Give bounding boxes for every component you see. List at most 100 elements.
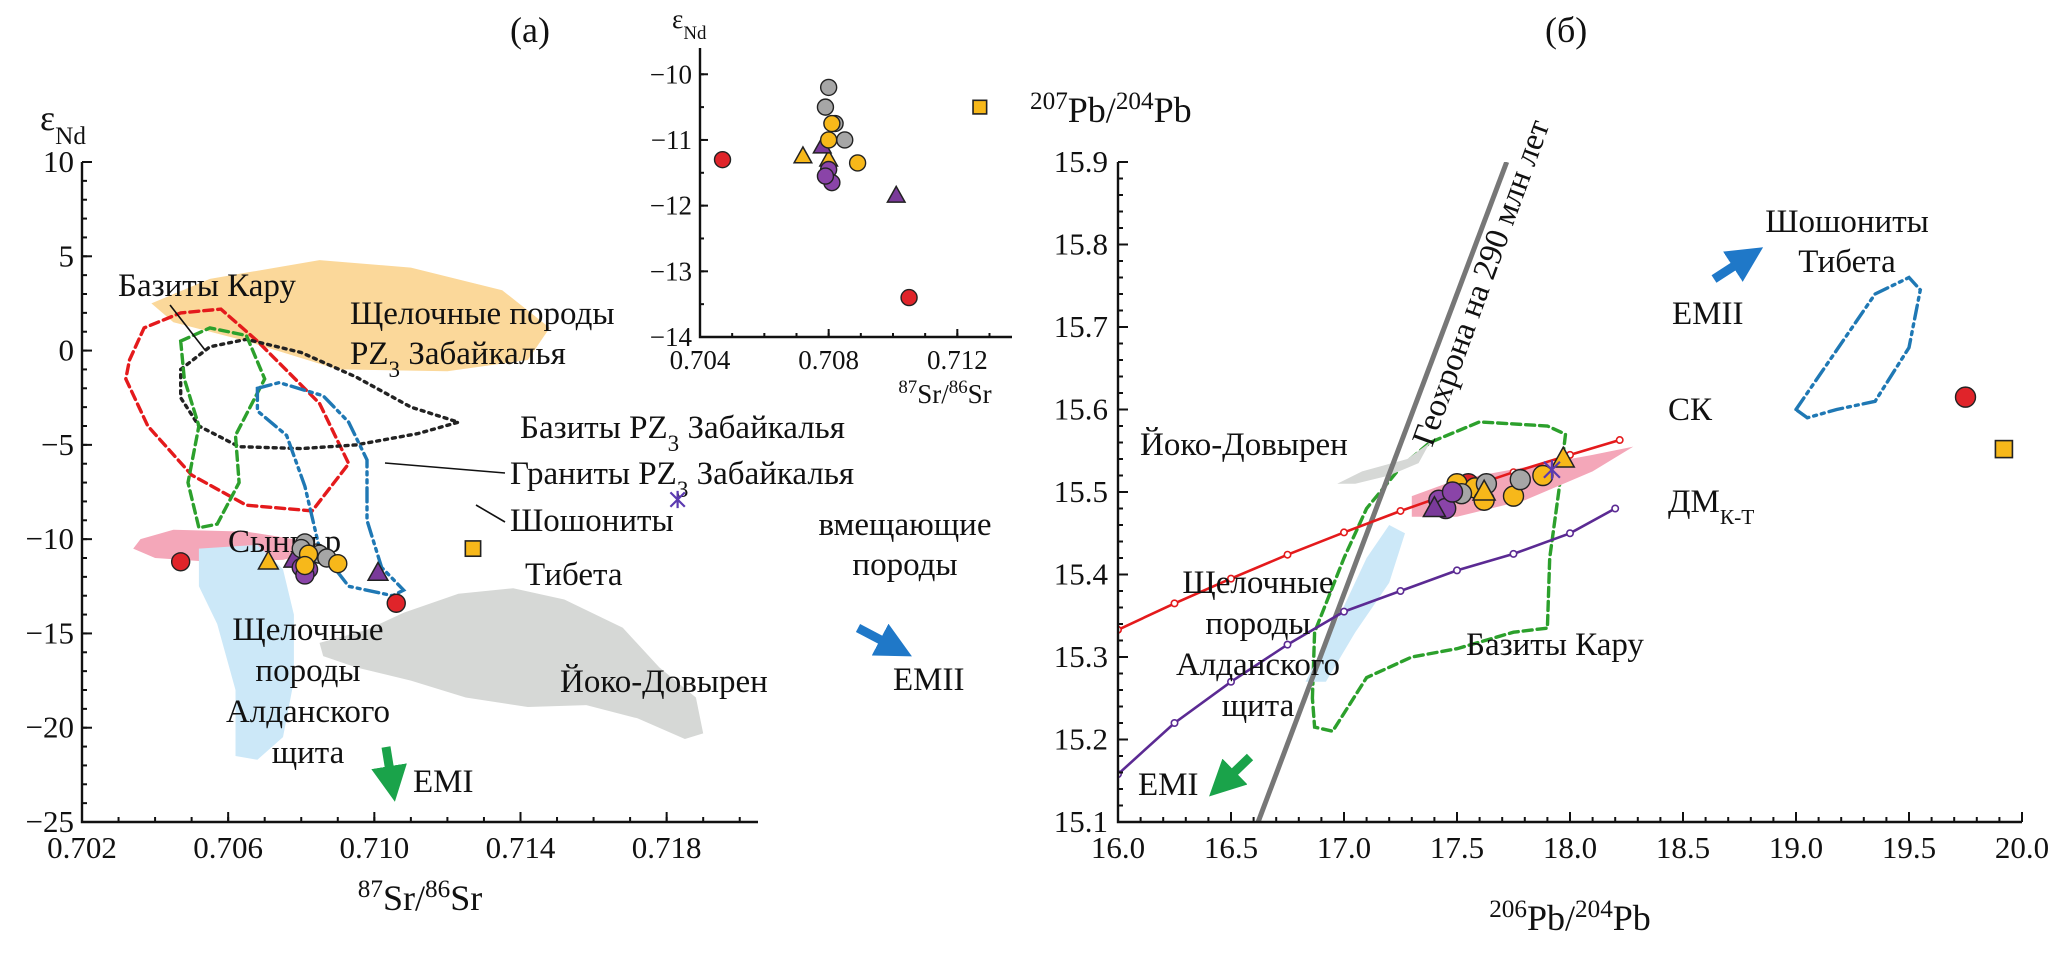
label-basites-pz3-part: 3 bbox=[668, 430, 680, 456]
panel-a-field-0 bbox=[151, 260, 550, 372]
panel-a-ylabel-part: ε bbox=[40, 98, 55, 138]
panel-b-ytick-label: 15.3 bbox=[1054, 639, 1108, 674]
curve-0-node bbox=[1340, 528, 1349, 537]
leader-karoo bbox=[169, 304, 206, 351]
arrow-emii-b bbox=[1711, 247, 1764, 283]
panel-b-field-0 bbox=[1310, 420, 1568, 734]
panel-a-xlabel-part: Sr bbox=[450, 878, 482, 918]
panel-b-xtick-label: 19.0 bbox=[1769, 830, 1823, 865]
label-aldan-a-line-1: породы bbox=[255, 653, 360, 689]
panel-a-xlabel: 87Sr/86Sr bbox=[358, 876, 482, 919]
label-host-rocks-line-0: вмещающие bbox=[819, 507, 992, 543]
label-basites-pz3-part: Забайкалья bbox=[679, 410, 845, 446]
panel-b-xtick-label: 16.5 bbox=[1204, 830, 1258, 865]
leader-granites bbox=[384, 462, 506, 474]
panel-a-point-star-17 bbox=[669, 490, 686, 509]
label-aldan-b-line-1: породы bbox=[1205, 606, 1310, 642]
inset-ytick-label: −11 bbox=[651, 125, 692, 155]
inset-xlabel-part: Sr bbox=[968, 379, 992, 409]
inset-point-grey-9 bbox=[819, 78, 838, 97]
panel-a-field-3 bbox=[178, 326, 267, 530]
panel-b-xtick-label: 18.5 bbox=[1656, 830, 1710, 865]
label-emii-a: EMII bbox=[893, 662, 964, 698]
inset-xtick-label: 0.708 bbox=[798, 345, 859, 375]
inset-point-grey-10 bbox=[816, 98, 835, 116]
panel-a-field-4 bbox=[255, 380, 407, 598]
geochron-line bbox=[1255, 162, 1510, 822]
panel-b-point-purple-13 bbox=[1441, 481, 1464, 503]
curve-1-node bbox=[1566, 529, 1575, 538]
label-shoshonites-a-1: Шошониты bbox=[510, 503, 674, 539]
panel-b-xtick-label: 16.0 bbox=[1091, 830, 1145, 865]
label-dm-sub: К-Т bbox=[1720, 505, 1755, 529]
inset-ytick-label: −14 bbox=[650, 322, 693, 352]
label-emi-b: EMI bbox=[1138, 767, 1199, 803]
curve-1-node bbox=[1611, 504, 1620, 513]
arrow-emi-a bbox=[371, 746, 407, 802]
panel-a-xtick-label: 0.714 bbox=[486, 830, 556, 865]
label-aldan-a-line-3: щита bbox=[272, 735, 345, 771]
inset-point-yellow-14 bbox=[819, 131, 838, 149]
inset-xtick-label: 0.704 bbox=[670, 345, 731, 375]
panel-b-ylabel-part: 207 bbox=[1030, 88, 1068, 115]
label-granites-pz3-part: Граниты PZ bbox=[510, 456, 677, 492]
label-karoo-b: Базиты Кару bbox=[1466, 627, 1644, 663]
label-aldan-a-line-2: Алданского bbox=[226, 694, 390, 730]
label-alkaline-pz3-line2-part: 3 bbox=[389, 356, 401, 382]
panel-b-ytick-label: 15.7 bbox=[1054, 309, 1108, 344]
label-dm: ДМК-Т bbox=[1668, 484, 1754, 529]
label-geochron: Геохрона на 290 млн лет bbox=[1406, 115, 1558, 451]
panel-b-xlabel: 206Pb/204Pb bbox=[1489, 896, 1651, 939]
panel-a-ytick-label: −20 bbox=[26, 710, 74, 745]
panel-b-field-3 bbox=[1793, 275, 1923, 420]
panel-b-xtick-label: 19.5 bbox=[1882, 830, 1936, 865]
panel-b-ylabel-part: Pb bbox=[1154, 90, 1192, 130]
curve-1-node bbox=[1283, 640, 1292, 649]
panel-a-field-1 bbox=[124, 307, 351, 513]
panel-b: 16.0 16.5 17.0 17.5 18.0 18.5 19.0 19.5 20.0 15.1… bbox=[1030, 10, 2049, 938]
label-emii-b: EMII bbox=[1672, 296, 1743, 332]
panel-b-point-yellow-triangle-15 bbox=[1471, 478, 1497, 501]
inset-ytick-label: −12 bbox=[650, 191, 692, 221]
inset-point-purple-8 bbox=[816, 167, 835, 185]
curve-1-node bbox=[1340, 607, 1349, 616]
panel-b-ytick-label: 15.1 bbox=[1054, 804, 1108, 839]
label-shoshonites-a-2: Тибета bbox=[525, 557, 623, 593]
label-aldan-b-line-2: Алданского bbox=[1176, 647, 1340, 683]
panel-a-ytick-label: −10 bbox=[26, 521, 74, 556]
panel-a-point-yellow-triangle-2 bbox=[257, 549, 280, 570]
panel-a-ylabel-part: Nd bbox=[55, 123, 86, 150]
curve-0-node bbox=[1396, 506, 1405, 515]
panel-a-xlabel-part: Sr/ bbox=[383, 878, 425, 918]
leader-shoshonites bbox=[475, 504, 506, 523]
curve-1-node bbox=[1396, 586, 1405, 595]
label-aldan-b-line-3: щита bbox=[1222, 688, 1295, 724]
panel-a-point-yellow-square-16 bbox=[464, 540, 482, 558]
label-granites-pz3-part: Забайкалья bbox=[688, 456, 854, 492]
inset-xlabel-part: Sr/ bbox=[917, 379, 949, 409]
panel-a-field-2 bbox=[179, 337, 465, 451]
panel-b-xlabel-part: 206 bbox=[1489, 896, 1527, 923]
panel-b-ytick-label: 15.5 bbox=[1054, 474, 1108, 509]
inset-point-yellow-triangle-2 bbox=[792, 145, 814, 164]
curve-1-node bbox=[1509, 549, 1518, 558]
panel-b-ytick-label: 15.6 bbox=[1054, 392, 1108, 427]
inset-point-purple-triangle-5 bbox=[886, 184, 907, 203]
inset-ytick-label: −13 bbox=[650, 256, 692, 286]
label-granites-pz3-part: 3 bbox=[677, 476, 689, 502]
panel-a-point-yellow-15 bbox=[328, 553, 348, 574]
label-basites-pz3: Базиты PZ3 Забайкалья bbox=[520, 410, 845, 456]
inset-point-yellow-square-16 bbox=[972, 99, 988, 115]
inset-xtick-label: 0.712 bbox=[927, 345, 988, 375]
panel-b-ytick-label: 15.9 bbox=[1054, 144, 1108, 179]
panel-b-ytick-label: 15.8 bbox=[1054, 227, 1108, 262]
label-alkaline-pz3-line2-part: Забайкалья bbox=[400, 336, 566, 372]
inset-ytick-label: −10 bbox=[650, 59, 692, 89]
inset-xlabel-part: 87 bbox=[898, 377, 917, 398]
label-aldan-a-line-0: Щелочные bbox=[232, 612, 383, 648]
panel-b-ylabel: 207Pb/204Pb bbox=[1030, 88, 1192, 131]
panel-a-xtick-label: 0.706 bbox=[193, 830, 263, 865]
panel-a-point-red-1 bbox=[386, 593, 406, 613]
label-host-rocks-line-1: породы bbox=[852, 547, 957, 583]
panel-b-title: (б) bbox=[1545, 10, 1587, 50]
